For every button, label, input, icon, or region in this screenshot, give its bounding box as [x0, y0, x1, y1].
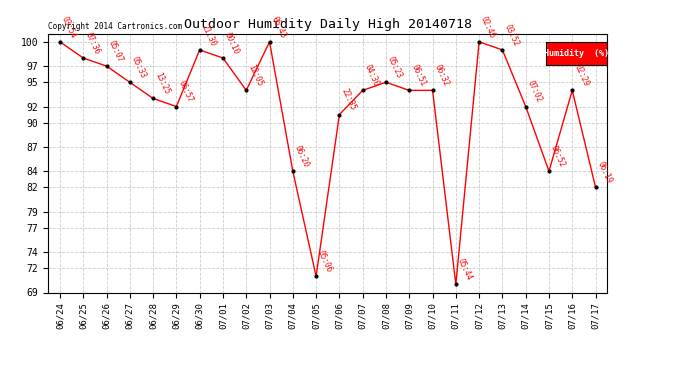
Text: 04:30: 04:30: [363, 63, 381, 88]
Text: 06:57: 06:57: [177, 80, 195, 104]
Text: 22:35: 22:35: [339, 87, 357, 112]
Text: 02:29: 02:29: [572, 63, 590, 88]
Text: 05:44: 05:44: [456, 257, 474, 282]
Text: 21:30: 21:30: [199, 23, 217, 48]
Text: Copyright 2014 Cartronics.com: Copyright 2014 Cartronics.com: [48, 22, 182, 31]
Text: 06:19: 06:19: [595, 160, 613, 185]
Text: 06:43: 06:43: [270, 15, 288, 39]
Text: 07:36: 07:36: [83, 31, 101, 56]
Text: 03:52: 03:52: [502, 23, 520, 48]
Text: 05:33: 05:33: [130, 55, 148, 80]
Text: 00:10: 00:10: [223, 31, 241, 56]
Text: 05:07: 05:07: [106, 39, 124, 64]
Text: 06:32: 06:32: [433, 63, 451, 88]
FancyBboxPatch shape: [546, 42, 607, 65]
Text: 03:54: 03:54: [60, 15, 78, 39]
Title: Outdoor Humidity Daily High 20140718: Outdoor Humidity Daily High 20140718: [184, 18, 472, 31]
Text: 06:52: 06:52: [549, 144, 567, 169]
Text: 06:20: 06:20: [293, 144, 310, 169]
Text: 06:51: 06:51: [409, 63, 427, 88]
Text: 12:05: 12:05: [246, 63, 264, 88]
Text: Humidity  (%): Humidity (%): [544, 49, 609, 58]
Text: 07:02: 07:02: [526, 80, 544, 104]
Text: 05:23: 05:23: [386, 55, 404, 80]
Text: 05:06: 05:06: [316, 249, 334, 274]
Text: 13:25: 13:25: [153, 71, 171, 96]
Text: 02:46: 02:46: [479, 15, 497, 39]
